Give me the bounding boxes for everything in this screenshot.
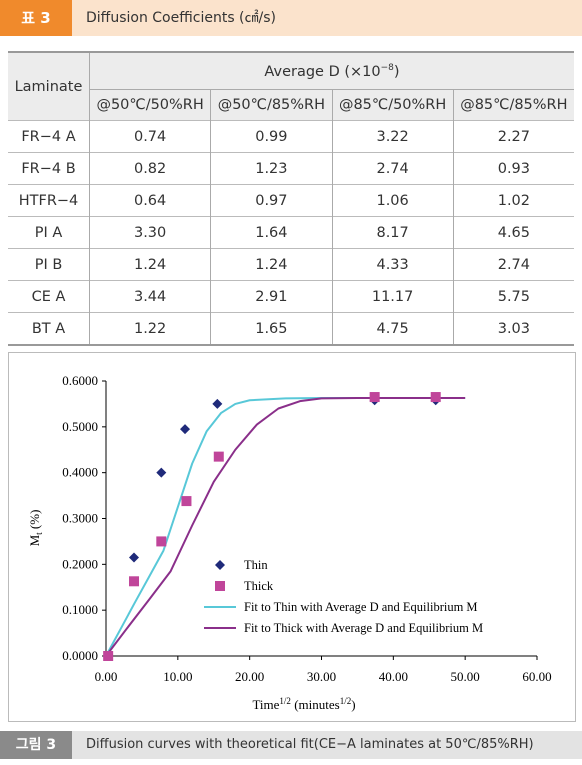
thick-data-point [181, 496, 192, 507]
y-tick-label: 0.4000 [62, 465, 98, 480]
laminate-name-cell: BT A [8, 312, 90, 345]
laminate-name-cell: FR−4 A [8, 120, 90, 153]
legend-label: Thin [244, 558, 268, 572]
x-tick-label: 40.00 [379, 669, 408, 684]
coefficient-cell: 3.30 [89, 216, 212, 249]
column-header: @85℃/85%RH [453, 89, 574, 121]
coefficient-cell: 3.03 [497, 320, 531, 337]
figure-frame: 0.0000 0.1000 0.2000 0.3000 0.4000 0.5000 0.60… [8, 352, 576, 722]
coefficient-cell: 0.97 [210, 184, 333, 217]
x-tick-label: 0.00 [95, 669, 118, 684]
thin-data-point [212, 398, 223, 409]
x-tick-label: 50.00 [451, 669, 480, 684]
coefficient-cell: 1.23 [210, 152, 333, 185]
y-tick-label: 0.1000 [62, 602, 98, 617]
y-tick-label: 0.6000 [62, 373, 98, 388]
laminate-name-cell: PI A [8, 216, 90, 249]
coefficient-cell: 1.02 [497, 192, 531, 209]
thick-data-point [430, 392, 441, 403]
table-row: BT A 1.22 1.65 4.75 3.03 [8, 312, 574, 345]
y-tick-label: 0.5000 [62, 419, 98, 434]
x-tick-label: 60.00 [522, 669, 551, 684]
laminate-name-cell: CE A [8, 280, 90, 313]
coefficient-cell: 1.24 [210, 248, 333, 281]
coefficient-cell: 0.82 [89, 152, 212, 185]
coefficient-cell: 8.17 [332, 216, 454, 249]
diffusion-coefficients-table: Laminate Average D (×10−8) @50℃/50%RH @50… [8, 51, 574, 346]
figure-caption: 그림 3 Diffusion curves with theoretical f… [0, 731, 582, 759]
x-axis-label: Time1/2 (minutes1/2) [252, 696, 355, 712]
laminate-name-cell: HTFR−4 [8, 184, 90, 217]
column-header: @85℃/50%RH [332, 89, 454, 121]
coefficient-cell: 0.64 [89, 184, 212, 217]
coefficient-cell: 5.75 [497, 288, 531, 305]
legend-swatch-square [215, 581, 225, 591]
coefficient-cell: 3.22 [332, 120, 454, 153]
coefficient-cell: 1.65 [210, 312, 333, 345]
fit-curve [105, 396, 466, 657]
coefficient-cell: 2.74 [332, 152, 454, 185]
coefficient-cell: 0.74 [89, 120, 212, 153]
table-number-tag: 표 3 [0, 0, 72, 36]
legend-label: Fit to Thick with Average D and Equilibr… [244, 621, 483, 635]
table-row: PI A 3.30 1.64 8.17 4.65 [8, 216, 574, 249]
coefficient-cell: 2.91 [210, 280, 333, 313]
thin-data-point [156, 467, 167, 478]
x-tick-label: 20.00 [235, 669, 264, 684]
column-header: @50℃/50%RH [89, 89, 212, 121]
table-caption: 표 3 Diffusion Coefficients (㎠/s) [0, 0, 582, 36]
laminate-header: Laminate [8, 52, 90, 121]
table-row: CE A 3.44 2.91 11.17 5.75 [8, 280, 574, 313]
figure-number-tag: 그림 3 [0, 731, 72, 759]
thin-data-point [129, 552, 140, 563]
thick-data-point [103, 651, 114, 661]
laminate-name-cell: FR−4 B [8, 152, 90, 185]
y-tick-label: 0.3000 [62, 511, 98, 526]
legend-swatch-diamond [215, 560, 225, 570]
coefficient-cell: 2.27 [497, 128, 531, 145]
coefficient-cell: 2.74 [497, 256, 531, 273]
table-row: PI B 1.24 1.24 4.33 2.74 [8, 248, 574, 281]
x-tick-label: 30.00 [307, 669, 336, 684]
coefficient-cell: 1.06 [332, 184, 454, 217]
legend-label: Thick [244, 579, 274, 593]
thick-data-point [156, 536, 167, 547]
fit-curve [105, 396, 466, 657]
coefficient-cell: 4.65 [497, 224, 531, 241]
table-row: FR−4 A 0.74 0.99 3.22 2.27 [8, 120, 574, 153]
coefficient-cell: 4.33 [332, 248, 454, 281]
thick-data-point [369, 392, 380, 403]
x-tick-label: 10.00 [163, 669, 192, 684]
thick-data-point [129, 576, 140, 587]
thick-data-point [213, 451, 224, 462]
average-d-header: Average D (×10−8) [89, 52, 574, 90]
table-row: FR−4 B 0.82 1.23 2.74 0.93 [8, 152, 574, 185]
column-header: @50℃/85%RH [210, 89, 333, 121]
y-tick-label: 0.2000 [62, 556, 98, 571]
legend-label: Fit to Thin with Average D and Equilibri… [244, 600, 478, 614]
coefficient-cell: 0.93 [497, 160, 531, 177]
coefficient-cell: 4.75 [332, 312, 454, 345]
diffusion-chart: 0.0000 0.1000 0.2000 0.3000 0.4000 0.5000 0.60… [27, 373, 552, 712]
coefficient-cell: 1.22 [89, 312, 212, 345]
coefficient-cell: 1.24 [89, 248, 212, 281]
y-axis-label: Mt (%) [27, 510, 44, 547]
coefficient-cell: 1.64 [210, 216, 333, 249]
laminate-name-cell: PI B [8, 248, 90, 281]
thin-data-point [180, 424, 191, 435]
table-title: Diffusion Coefficients (㎠/s) [86, 10, 276, 26]
coefficient-cell: 0.99 [210, 120, 333, 153]
coefficient-cell: 3.44 [89, 280, 212, 313]
y-tick-label: 0.0000 [62, 648, 98, 663]
figure-title: Diffusion curves with theoretical fit(CE… [86, 737, 534, 752]
coefficient-cell: 11.17 [332, 280, 454, 313]
table-row: HTFR−4 0.64 0.97 1.06 1.02 [8, 184, 574, 217]
